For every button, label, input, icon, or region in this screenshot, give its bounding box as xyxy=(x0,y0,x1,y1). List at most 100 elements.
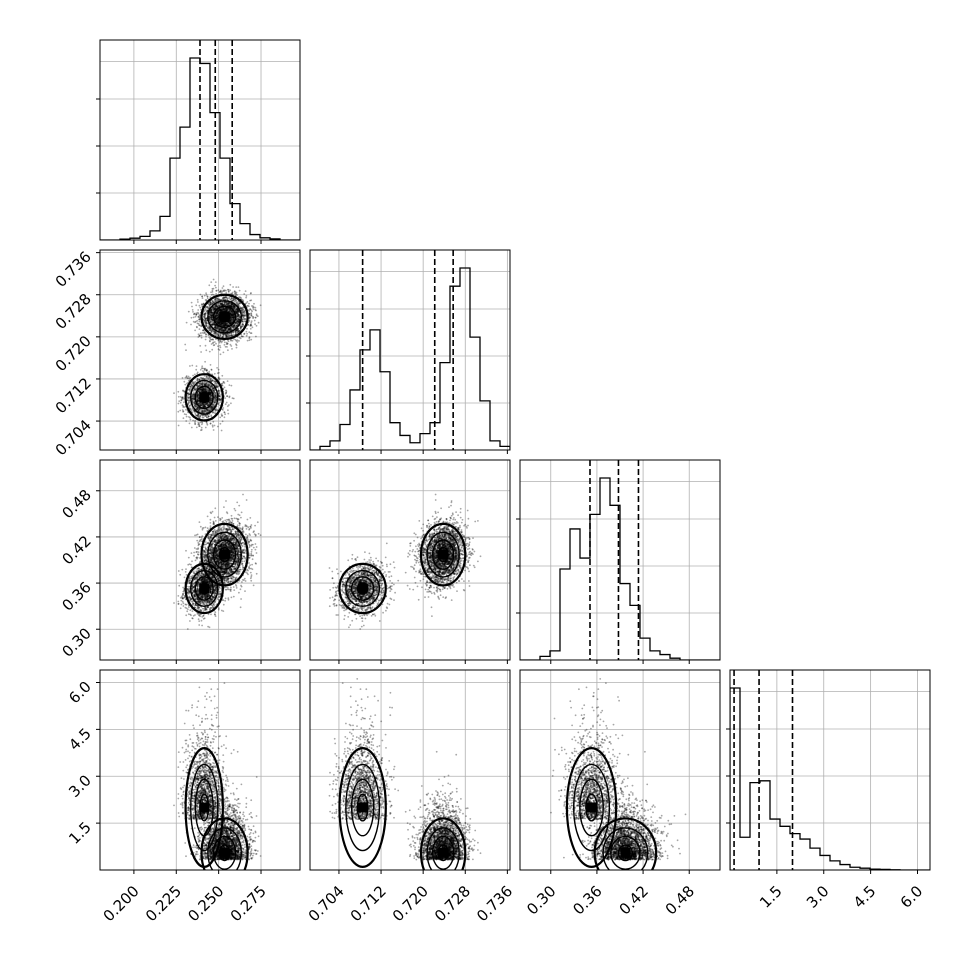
sample-point xyxy=(224,327,227,330)
sample-point xyxy=(220,309,223,312)
sample-point xyxy=(181,396,184,398)
sample-point xyxy=(221,323,224,325)
sample-point xyxy=(248,331,251,334)
sample-point xyxy=(228,395,231,398)
sample-point xyxy=(229,322,232,325)
sample-point xyxy=(215,318,218,321)
sample-point xyxy=(218,323,221,325)
sample-point xyxy=(198,378,201,381)
sample-point xyxy=(235,319,238,322)
sample-point xyxy=(220,341,223,344)
sample-point xyxy=(229,327,232,330)
sample-point xyxy=(217,322,219,324)
sample-point xyxy=(191,382,194,385)
sample-point xyxy=(215,304,218,307)
sample-point xyxy=(230,332,233,334)
sample-point xyxy=(210,311,213,313)
sample-point xyxy=(228,328,231,331)
sample-point xyxy=(208,340,211,342)
sample-point xyxy=(195,414,197,417)
sample-point xyxy=(208,305,211,308)
sample-point xyxy=(205,387,207,389)
sample-point xyxy=(191,384,193,387)
sample-point xyxy=(199,403,202,406)
sample-point xyxy=(208,370,211,373)
sample-point xyxy=(209,301,212,303)
sample-point xyxy=(191,560,193,563)
sample-point xyxy=(230,311,233,313)
sample-point xyxy=(219,395,222,398)
sample-point xyxy=(213,322,216,325)
sample-point xyxy=(180,399,183,402)
sample-point xyxy=(235,329,238,332)
sample-point xyxy=(224,322,227,325)
sample-point xyxy=(236,331,239,334)
sample-point xyxy=(196,378,199,381)
sample-point xyxy=(245,302,248,304)
sample-point xyxy=(194,423,197,426)
sample-point xyxy=(238,313,241,316)
sample-point xyxy=(222,298,224,301)
sample-point xyxy=(250,313,253,316)
sample-point xyxy=(211,314,214,317)
sample-point xyxy=(235,293,238,296)
sample-point xyxy=(217,314,219,316)
sample-point xyxy=(220,303,223,306)
sample-point xyxy=(231,303,234,306)
sample-point xyxy=(256,521,259,524)
sample-point xyxy=(193,398,195,400)
sample-point xyxy=(211,406,214,409)
sample-point xyxy=(215,313,217,315)
sample-point xyxy=(218,308,221,311)
sample-point xyxy=(224,334,227,336)
sample-point xyxy=(209,328,212,331)
sample-point xyxy=(250,321,253,324)
sample-point xyxy=(201,422,204,424)
sample-point xyxy=(212,404,215,407)
sample-point xyxy=(195,304,198,307)
sample-point xyxy=(180,396,183,399)
sample-point xyxy=(211,329,214,332)
sample-point xyxy=(228,322,231,324)
sample-point xyxy=(215,319,217,321)
sample-point xyxy=(197,423,200,426)
sample-point xyxy=(201,410,204,413)
sample-point xyxy=(203,316,205,318)
sample-point xyxy=(216,305,219,307)
sample-point xyxy=(214,392,217,395)
sample-point xyxy=(217,327,220,330)
sample-point xyxy=(248,337,251,340)
sample-point xyxy=(250,312,253,315)
sample-point xyxy=(184,376,187,379)
sample-point xyxy=(208,350,211,353)
sample-point xyxy=(217,516,219,518)
sample-point xyxy=(232,313,234,316)
sample-point xyxy=(188,393,190,396)
sample-point xyxy=(201,415,204,417)
sample-point xyxy=(215,293,218,295)
sample-point xyxy=(214,315,217,318)
sample-point xyxy=(223,301,226,304)
sample-point xyxy=(217,318,220,320)
sample-point xyxy=(225,391,228,394)
sample-point xyxy=(208,401,211,404)
sample-point xyxy=(229,329,232,331)
sample-point xyxy=(191,394,194,397)
sample-point xyxy=(257,532,260,535)
sample-point xyxy=(200,376,203,379)
sample-point xyxy=(194,386,196,389)
density-peak xyxy=(219,311,230,322)
sample-point xyxy=(215,399,218,401)
sample-point xyxy=(236,321,239,324)
sample-point xyxy=(215,397,217,400)
sample-point xyxy=(241,307,243,310)
sample-point xyxy=(228,310,231,312)
sample-point xyxy=(226,296,228,299)
sample-point xyxy=(207,385,210,387)
sample-point xyxy=(188,422,191,425)
sample-point xyxy=(191,364,194,367)
sample-point xyxy=(205,369,208,371)
sample-point xyxy=(235,329,238,331)
sample-point xyxy=(244,290,247,292)
sample-point xyxy=(222,351,225,354)
